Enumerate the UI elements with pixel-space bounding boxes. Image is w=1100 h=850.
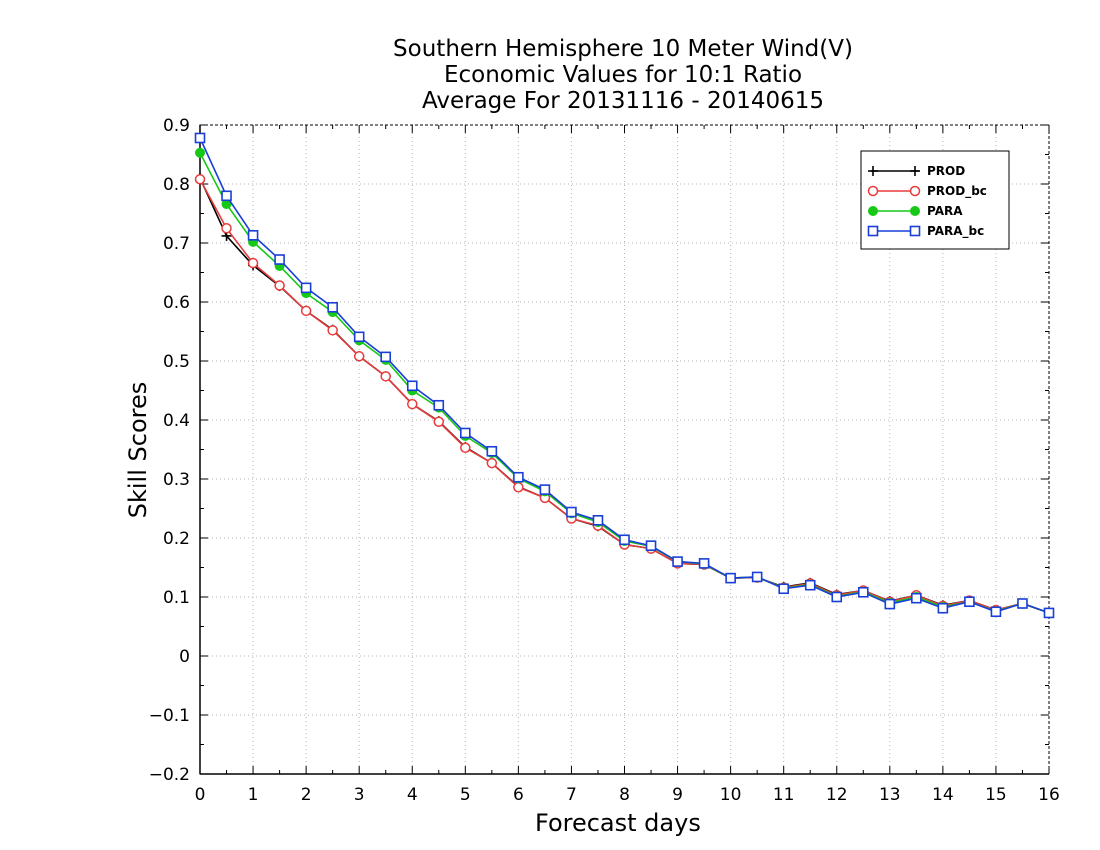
data-point <box>433 416 445 428</box>
y-tick-label: 0.7 <box>163 234 190 254</box>
legend-label: PARA <box>927 204 963 218</box>
data-point <box>327 302 338 313</box>
data-point <box>221 223 232 234</box>
x-tick-label: 13 <box>879 785 901 805</box>
data-point <box>353 331 365 343</box>
data-point <box>274 280 285 291</box>
data-point <box>513 482 524 493</box>
data-point <box>353 351 365 362</box>
legend-label: PROD <box>927 164 965 178</box>
y-tick-label: 0.4 <box>163 411 190 431</box>
data-point <box>195 147 205 158</box>
x-axis-label: Forecast days <box>535 809 701 837</box>
data-point <box>751 571 763 583</box>
data-point <box>380 371 391 382</box>
data-point <box>778 583 789 595</box>
y-tick-label: 0.2 <box>163 529 190 549</box>
y-tick-label: 0.6 <box>163 293 190 313</box>
x-tick-label: 1 <box>248 785 259 805</box>
x-tick-label: 16 <box>1038 785 1060 805</box>
chart-title-line-2: Economic Values for 10:1 Ratio <box>443 62 803 88</box>
data-point <box>433 399 445 411</box>
y-tick-label: 0.5 <box>163 352 190 372</box>
data-point <box>194 132 206 144</box>
data-point <box>884 598 896 610</box>
legend-marker <box>867 225 879 237</box>
data-point <box>407 398 418 410</box>
y-tick-label: 0.3 <box>163 470 190 490</box>
legend-box <box>860 150 1010 250</box>
chart-title-line-1: Southern Hemisphere 10 Meter Wind(V) <box>393 36 853 62</box>
x-tick-label: 10 <box>720 785 742 805</box>
data-point <box>486 445 498 457</box>
x-tick-label: 11 <box>773 785 795 805</box>
data-point <box>539 484 551 495</box>
data-point <box>1017 598 1028 609</box>
data-point <box>327 325 338 336</box>
legend-marker <box>909 225 921 237</box>
x-tick-label: 4 <box>407 785 418 805</box>
legend-marker <box>909 185 921 197</box>
data-point <box>672 556 683 567</box>
y-tick-label: 0 <box>179 647 190 667</box>
data-point <box>513 471 524 483</box>
data-point <box>990 606 1002 618</box>
y-tick-label: −0.2 <box>149 765 190 785</box>
x-tick-label: 6 <box>513 785 524 805</box>
legend-entry: PROD_bc <box>867 184 987 199</box>
data-point <box>619 534 630 546</box>
data-point <box>247 257 259 269</box>
data-point <box>274 254 285 265</box>
legend-entry: PARA_bc <box>867 224 984 239</box>
legend-entry: PARA <box>868 204 963 218</box>
x-tick-label: 3 <box>354 785 365 805</box>
series-para-bc <box>194 132 1055 619</box>
data-point <box>725 572 736 584</box>
legend-marker <box>867 185 879 197</box>
y-tick-label: 0.1 <box>163 588 190 608</box>
x-tick-label: 9 <box>672 785 683 805</box>
data-point <box>592 514 604 526</box>
legend-label: PARA_bc <box>927 224 984 239</box>
x-tick-label: 0 <box>195 785 206 805</box>
data-point <box>486 457 498 469</box>
data-point <box>937 602 949 614</box>
data-point <box>380 351 392 363</box>
data-point <box>831 591 843 603</box>
legend-marker <box>868 206 878 216</box>
data-point <box>460 427 471 439</box>
legend-label: PROD_bc <box>927 184 987 199</box>
data-point <box>247 230 259 241</box>
data-point <box>964 596 975 608</box>
legend-marker <box>910 206 920 216</box>
data-point <box>645 540 657 551</box>
data-point <box>300 282 312 294</box>
data-point <box>406 380 418 392</box>
data-point <box>221 190 232 202</box>
y-tick-label: 0.9 <box>163 116 190 136</box>
data-point <box>804 579 816 591</box>
data-point <box>194 174 206 185</box>
x-tick-label: 14 <box>932 785 954 805</box>
legend-entry: PROD <box>868 164 965 178</box>
x-tick-label: 5 <box>460 785 471 805</box>
x-tick-label: 2 <box>301 785 312 805</box>
data-point <box>911 592 922 604</box>
y-tick-label: 0.8 <box>163 175 190 195</box>
data-point <box>698 558 710 569</box>
data-point <box>566 506 577 518</box>
y-tick-label: −0.1 <box>149 706 190 726</box>
data-point <box>300 305 312 317</box>
data-point <box>460 442 471 453</box>
x-tick-label: 12 <box>826 785 848 805</box>
data-point <box>1043 607 1055 619</box>
legend: PROD PROD_bc PARA PARA_bc <box>860 150 1010 250</box>
x-tick-label: 8 <box>619 785 630 805</box>
chart-title-line-3: Average For 20131116 - 20140615 <box>421 88 825 114</box>
data-point <box>857 586 869 598</box>
x-tick-label: 7 <box>566 785 577 805</box>
x-tick-label: 15 <box>985 785 1007 805</box>
